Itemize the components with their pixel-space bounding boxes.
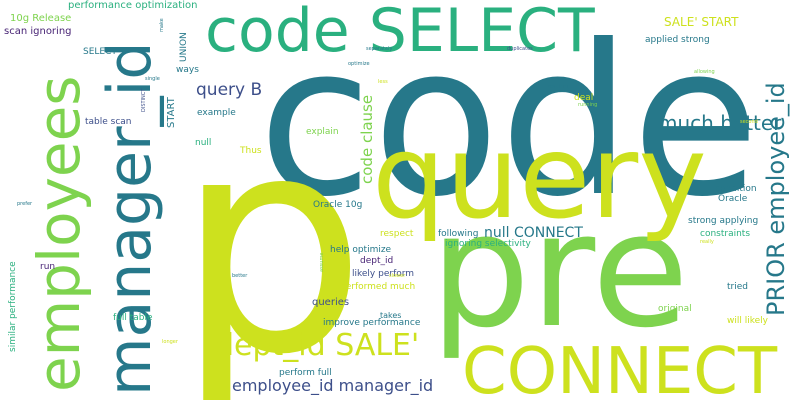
- word-respect: respect: [380, 230, 413, 239]
- word-allowing: allowing: [694, 70, 715, 75]
- word-resulting: resulting: [548, 85, 570, 90]
- word-table-scan: table scan: [85, 118, 132, 127]
- word-query-big: query: [372, 120, 707, 236]
- word-code-select: code SELECT: [205, 1, 595, 61]
- word-ways: ways: [176, 66, 199, 75]
- word-employees: employees: [30, 75, 88, 392]
- word-second: second: [740, 120, 758, 125]
- word-query-b: query B: [196, 82, 262, 99]
- word-original: original: [658, 305, 692, 314]
- word-duplicates: duplicates: [507, 47, 533, 52]
- word-queries: queries: [312, 298, 349, 308]
- word-union: UNION: [180, 32, 189, 62]
- word-full-table: full table: [113, 314, 153, 323]
- word-example: example: [197, 109, 236, 118]
- word-condition: condition: [715, 185, 757, 194]
- word-manager-id: manager_id: [100, 42, 160, 396]
- word-running: running: [578, 103, 597, 108]
- word-slower: slower: [389, 274, 405, 279]
- word-null-small: null: [195, 139, 211, 148]
- word-assume: assume: [320, 253, 325, 272]
- word-following: following: [438, 230, 478, 239]
- word-less: less: [378, 80, 388, 85]
- word-start: START: [167, 97, 177, 128]
- word-release-10g: 10g Release: [10, 14, 71, 24]
- word-really: really: [700, 240, 714, 245]
- word-help-optimize: help optimize: [330, 246, 391, 255]
- word-ignoring-selectivity: ignoring selectivity: [445, 240, 531, 249]
- word-tried: tried: [727, 283, 748, 292]
- word-will-likely: will likely: [727, 317, 768, 326]
- word-select-small: SELECT: [83, 48, 117, 57]
- word-code-clause: code clause: [360, 95, 375, 184]
- word-null-connect: null CONNECT: [484, 226, 583, 240]
- word-perform-full: perform full: [279, 369, 332, 378]
- word-dept-id-sale: dept_id SALE': [215, 331, 419, 361]
- word-employee-id-manager-id: employee_id manager_id: [232, 378, 433, 394]
- word-sale-start: SALE' START: [664, 16, 738, 28]
- word-separately: separately: [366, 47, 392, 52]
- word-connect-big: CONNECT: [462, 340, 777, 400]
- word-optimize: optimize: [348, 62, 370, 67]
- word-scan-ignoring: scan ignoring: [4, 27, 72, 37]
- word-longer: longer: [162, 340, 178, 345]
- word-improve-performance: improve performance: [323, 319, 420, 328]
- word-explain: explain: [306, 128, 339, 137]
- word-applied-strong: applied strong: [645, 36, 710, 45]
- word-dept-id-small: dept_id: [360, 257, 393, 266]
- word-oracle-10g: Oracle 10g: [313, 201, 362, 210]
- word-oracle: Oracle: [718, 195, 747, 204]
- word-thus: Thus: [240, 147, 262, 156]
- word-constraints: constraints: [700, 230, 750, 239]
- word-single: single: [145, 77, 160, 82]
- word-run: run: [40, 263, 55, 272]
- word-performed-much: performed much: [340, 283, 415, 292]
- word-make: make: [160, 18, 165, 32]
- word-prior-employee-id: PRIOR employee_id: [764, 82, 788, 316]
- word-performance-optimization: performance optimization: [68, 1, 197, 11]
- word-distinct: DISTINCT: [142, 89, 147, 112]
- word-better: better: [232, 274, 247, 279]
- word-prefer: prefer: [17, 202, 32, 207]
- word-similar-performance: similar performance: [9, 261, 18, 352]
- word-strong-applying: strong applying: [688, 217, 758, 226]
